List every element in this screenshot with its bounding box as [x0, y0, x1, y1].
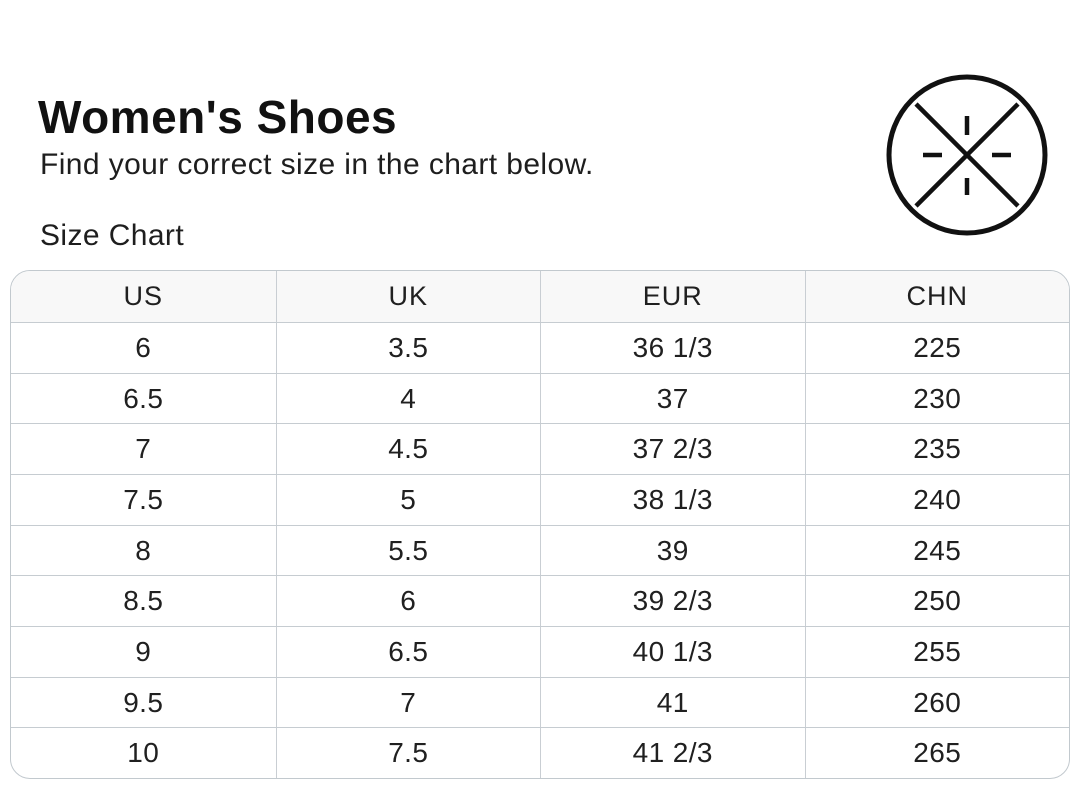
column-header-us: US: [123, 281, 163, 311]
table-row: 7 4.5 37 2/3 235: [11, 423, 1070, 475]
column-header-chn: CHN: [804, 271, 1070, 322]
size-chart-header-row: US UK EUR CHN: [11, 271, 1069, 322]
page-subtitle: Find your correct size in the chart belo…: [40, 148, 594, 181]
size-cell-us: 9: [135, 635, 152, 667]
size-cell-us: 7: [135, 433, 152, 465]
size-cell-chn: 250: [804, 576, 1070, 627]
size-cell-eur: 39 2/3: [540, 576, 805, 627]
size-cell-us: 7.5: [123, 483, 164, 515]
size-cell-eur: 37 2/3: [540, 424, 805, 475]
size-cell-uk: 6: [275, 576, 541, 627]
table-row: 7.5 5 38 1/3 240: [11, 474, 1069, 525]
size-cell-us: 10: [127, 737, 160, 769]
table-row: 8.5 6 39 2/3 250: [11, 575, 1070, 627]
size-cell-us: 6.5: [123, 382, 164, 414]
table-row: 6.5 4 37 230: [11, 372, 1070, 424]
size-cell-chn: 265: [804, 728, 1070, 778]
column-header-uk: UK: [275, 271, 541, 322]
size-cell-us: 6: [135, 331, 152, 363]
table-row: 9.5 7 41 260: [11, 676, 1070, 728]
size-cell-chn: 245: [804, 525, 1070, 576]
size-cell-us: 9.5: [123, 686, 164, 718]
table-row: 10 7.5 41 2/3 265: [11, 727, 1069, 778]
size-cell-chn: 230: [804, 373, 1070, 424]
size-cell-eur: 41 2/3: [540, 728, 805, 778]
size-cell-eur: 38 1/3: [540, 475, 805, 525]
size-cell-uk: 7.5: [275, 728, 541, 778]
size-cell-eur: 41: [540, 677, 805, 728]
size-cell-uk: 5: [275, 475, 541, 525]
size-cell-eur: 36 1/3: [540, 323, 805, 373]
table-row: 9 6.5 40 1/3 255: [11, 626, 1069, 677]
size-cell-uk: 6.5: [275, 627, 541, 677]
size-cell-uk: 4: [275, 373, 541, 424]
size-chart-table: US UK EUR CHN 6 3.5 36 1/3 225 6.5 4 37 230 7 4.5 37 …: [10, 270, 1070, 779]
size-cell-eur: 40 1/3: [540, 627, 805, 677]
page-title: Women's Shoes: [38, 91, 398, 143]
size-cell-uk: 5.5: [275, 525, 541, 576]
table-row: 6 3.5 36 1/3 225: [11, 322, 1069, 373]
size-cell-chn: 235: [804, 424, 1070, 475]
section-title: Size Chart: [40, 219, 185, 252]
size-cell-uk: 4.5: [275, 424, 541, 475]
size-cell-us: 8: [135, 534, 152, 566]
column-header-eur: EUR: [540, 271, 805, 322]
size-cell-eur: 39: [540, 525, 805, 576]
size-cell-uk: 3.5: [275, 323, 541, 373]
size-cell-chn: 260: [804, 677, 1070, 728]
size-cell-uk: 7: [275, 677, 541, 728]
size-cell-chn: 240: [804, 475, 1070, 525]
size-cell-chn: 225: [804, 323, 1070, 373]
size-cell-us: 8.5: [123, 585, 164, 617]
table-row: 8 5.5 39 245: [11, 524, 1070, 576]
size-cell-chn: 255: [804, 627, 1070, 677]
circle-x-asterisk-logo-icon: [884, 72, 1050, 238]
size-cell-eur: 37: [540, 373, 805, 424]
